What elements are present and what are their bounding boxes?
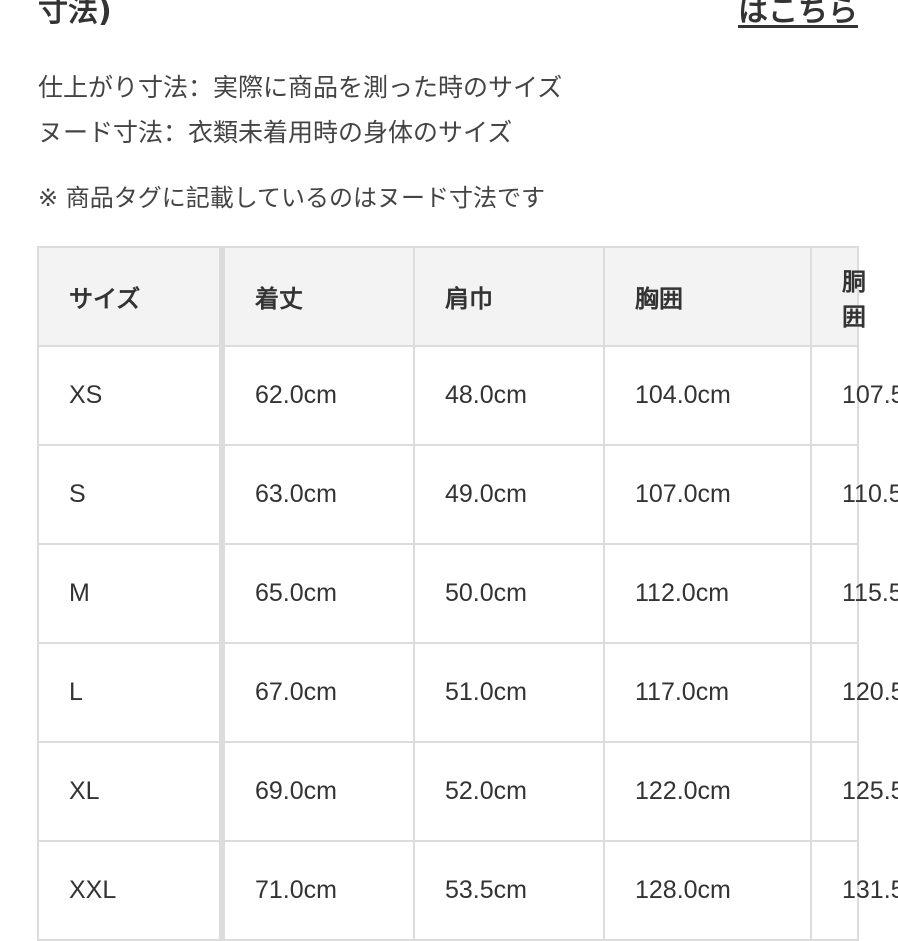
header-length: 着丈 <box>221 246 415 347</box>
size-guide-link[interactable]: はこちら <box>738 0 858 29</box>
section-heading: 寸法) <box>38 0 112 29</box>
cell-chest: 107.0cm <box>603 444 812 545</box>
cell-size: S <box>37 444 225 545</box>
header-waist: 胴囲 <box>810 246 866 347</box>
cell-waist: 110.5cm <box>810 444 898 545</box>
cell-length: 71.0cm <box>221 840 415 941</box>
cell-shoulder: 48.0cm <box>413 345 605 446</box>
note-finished-size: 仕上がり寸法：実際に商品を測った時のサイズ <box>38 73 563 102</box>
cell-chest: 104.0cm <box>603 345 812 446</box>
cell-size: XS <box>37 345 225 446</box>
cell-waist: 115.5cm <box>810 543 898 644</box>
cell-size: XXL <box>37 840 225 941</box>
cell-waist: 107.5cm <box>810 345 898 446</box>
cell-shoulder: 53.5cm <box>413 840 605 941</box>
note-tag: ※ 商品タグに記載しているのはヌード寸法です <box>38 184 546 212</box>
cell-length: 65.0cm <box>221 543 415 644</box>
cell-size: XL <box>37 741 225 842</box>
note-nude-size: ヌード寸法：衣類未着用時の身体のサイズ <box>38 118 513 147</box>
cell-length: 63.0cm <box>221 444 415 545</box>
cell-shoulder: 52.0cm <box>413 741 605 842</box>
size-table: サイズ 着丈 肩巾 胸囲 胴囲 XS 62.0cm 48.0cm 104.0cm 107… <box>37 246 898 941</box>
cell-shoulder: 50.0cm <box>413 543 605 644</box>
cell-length: 62.0cm <box>221 345 415 446</box>
cell-size: L <box>37 642 225 743</box>
header-size: サイズ <box>37 246 225 347</box>
cell-chest: 128.0cm <box>603 840 812 941</box>
table-header-row: サイズ 着丈 肩巾 胸囲 胴囲 <box>37 246 866 347</box>
cell-chest: 122.0cm <box>603 741 812 842</box>
cell-shoulder: 51.0cm <box>413 642 605 743</box>
cell-chest: 117.0cm <box>603 642 812 743</box>
header-chest: 胸囲 <box>603 246 812 347</box>
cell-waist: 131.5cm <box>810 840 898 941</box>
cell-length: 69.0cm <box>221 741 415 842</box>
cell-waist: 125.5cm <box>810 741 898 842</box>
cell-shoulder: 49.0cm <box>413 444 605 545</box>
cell-size: M <box>37 543 225 644</box>
cell-length: 67.0cm <box>221 642 415 743</box>
cell-chest: 112.0cm <box>603 543 812 644</box>
header-shoulder: 肩巾 <box>413 246 605 347</box>
cell-waist: 120.5cm <box>810 642 898 743</box>
